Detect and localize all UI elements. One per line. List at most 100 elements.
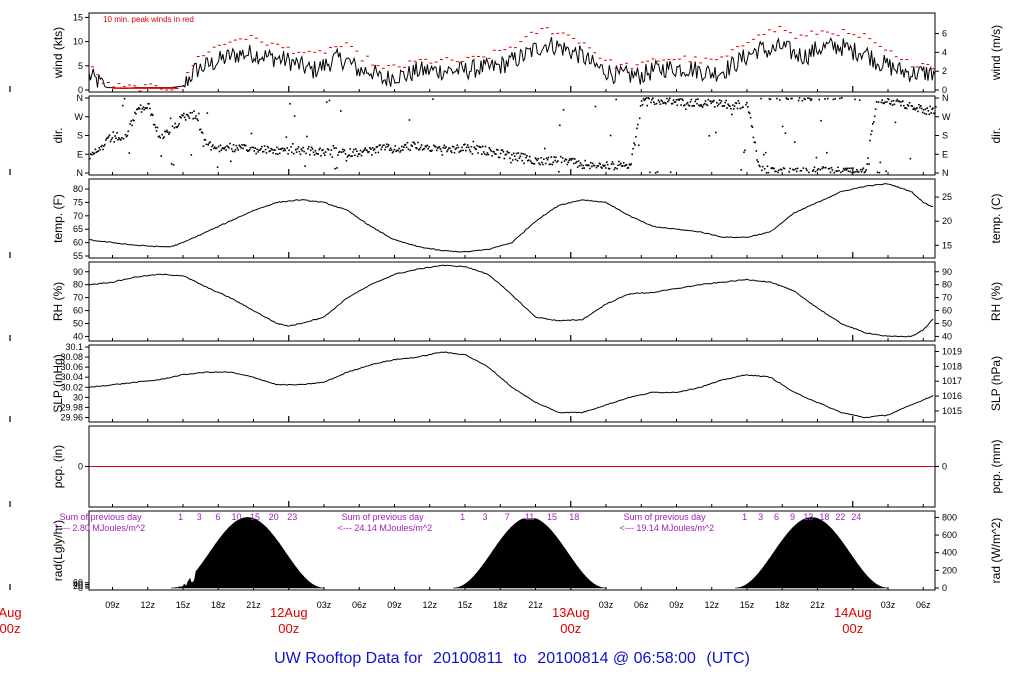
dir-point — [426, 144, 429, 147]
dir-point — [752, 136, 755, 139]
dir-point — [141, 108, 144, 110]
dir-point — [570, 159, 572, 161]
dir-point — [269, 150, 272, 152]
dir-point — [689, 101, 692, 103]
dir-point — [391, 151, 394, 154]
dir-point — [420, 144, 423, 146]
dir-point — [218, 150, 221, 153]
dir-point — [837, 166, 839, 169]
dir-point — [881, 99, 883, 101]
dir-point — [865, 169, 867, 171]
time-tick-label: 06z — [916, 600, 931, 610]
dir-point — [688, 105, 691, 107]
dir-point — [165, 131, 167, 133]
dir-point — [860, 171, 863, 173]
dir-point — [843, 169, 846, 171]
dir-point — [542, 163, 544, 166]
dir-point — [163, 136, 165, 138]
dir-point — [614, 167, 617, 169]
time-tick-label: 03z — [317, 600, 332, 610]
dir-point — [662, 102, 664, 105]
dir-point — [761, 169, 763, 172]
rad-hour-label: 3 — [482, 512, 487, 522]
wind-ytick-label-right: 0 — [942, 85, 947, 95]
dir-point — [905, 107, 908, 110]
dir-point — [919, 106, 921, 109]
dir-point — [316, 153, 319, 155]
dir-point — [191, 111, 194, 114]
dir-point — [199, 128, 201, 131]
dir-point — [190, 154, 193, 156]
time-tick-label: 03z — [881, 600, 896, 610]
dir-point — [705, 103, 708, 106]
dir-point — [307, 148, 309, 150]
dir-ytick-label-left: W — [75, 112, 84, 122]
dir-point — [131, 124, 133, 127]
slp-ytick-label-left: 30.04 — [60, 372, 83, 382]
dir-point — [320, 155, 322, 157]
dir-point — [270, 147, 272, 150]
dir-point — [596, 165, 599, 167]
dir-point — [507, 152, 509, 154]
dir-point — [700, 105, 703, 107]
dir-point — [640, 100, 643, 102]
temp-ytick-label-right: 20 — [942, 216, 952, 226]
dir-point — [180, 116, 182, 119]
dir-point — [642, 97, 645, 100]
dir-point — [648, 97, 650, 100]
dir-point — [669, 97, 671, 99]
dir-point — [438, 145, 441, 148]
dir-point — [152, 114, 154, 116]
dir-point — [200, 131, 203, 133]
dir-point — [777, 171, 779, 174]
dir-point — [506, 150, 508, 153]
dir-point — [167, 131, 169, 133]
dir-point — [258, 149, 260, 151]
dir-point — [406, 141, 409, 144]
dir-point — [153, 123, 156, 126]
dir-point — [319, 147, 321, 150]
dir-point — [575, 162, 577, 164]
dir-point — [179, 116, 181, 118]
dir-point — [108, 134, 111, 136]
dir-point — [136, 108, 138, 111]
slp-ylabel-right: SLP (hPa) — [989, 356, 1003, 411]
dir-point — [781, 125, 784, 128]
dir-point — [493, 151, 495, 153]
dir-point — [763, 168, 766, 170]
dir-point — [857, 171, 860, 173]
dir-point — [490, 150, 492, 152]
dir-point — [148, 102, 150, 105]
dir-point — [643, 99, 646, 102]
dir-point — [238, 144, 241, 147]
dir-point — [802, 167, 805, 169]
dir-point — [908, 102, 911, 104]
dir-point — [883, 102, 885, 105]
dir-point — [659, 103, 662, 105]
dir-point — [591, 162, 594, 165]
temp-ytick-label-right: 25 — [942, 192, 952, 202]
dir-point — [809, 97, 811, 100]
dir-point — [120, 139, 122, 141]
dir-point — [824, 98, 826, 100]
dir-point — [373, 148, 376, 150]
dir-point — [672, 99, 675, 101]
dir-point — [137, 107, 140, 109]
dir-point — [430, 150, 432, 152]
dir-point — [168, 133, 170, 135]
time-tick-label: 15z — [740, 600, 755, 610]
dir-point — [792, 168, 794, 171]
dir-point — [721, 105, 724, 107]
dir-point — [800, 169, 803, 172]
dir-point — [595, 166, 598, 169]
dir-point — [830, 166, 833, 169]
dir-point — [155, 130, 158, 132]
rh-ytick-label-right: 90 — [942, 267, 952, 277]
dir-point — [535, 158, 538, 161]
dir-point — [452, 146, 455, 148]
dir-point — [764, 151, 767, 154]
dir-point — [782, 167, 785, 169]
dir-point — [351, 155, 353, 157]
dir-point — [241, 144, 243, 146]
dir-point — [297, 146, 300, 148]
